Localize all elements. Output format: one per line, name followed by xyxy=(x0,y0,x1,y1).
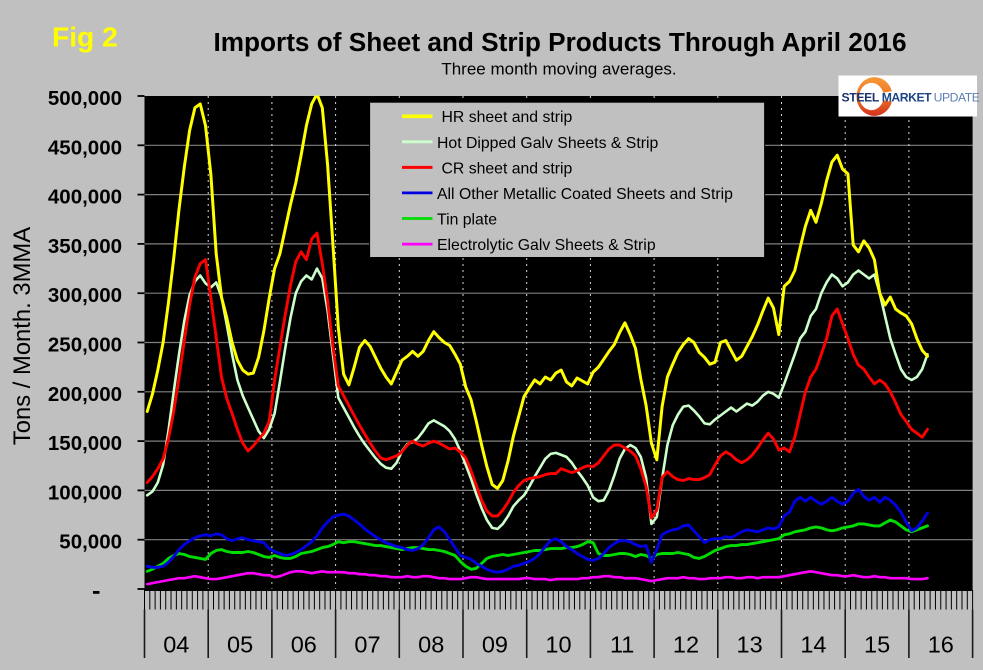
svg-text:Hot Dipped Galv Sheets & Strip: Hot Dipped Galv Sheets & Strip xyxy=(437,135,658,152)
svg-text:09: 09 xyxy=(482,632,508,658)
svg-text:05: 05 xyxy=(227,632,253,658)
svg-text:CR sheet and strip: CR sheet and strip xyxy=(442,160,573,177)
svg-text:300,000: 300,000 xyxy=(48,284,122,307)
svg-text:Three month moving averages.: Three month moving averages. xyxy=(441,60,676,79)
svg-text:50,000: 50,000 xyxy=(59,531,122,554)
svg-text:15: 15 xyxy=(864,632,890,658)
svg-text:07: 07 xyxy=(354,632,380,658)
svg-text:400,000: 400,000 xyxy=(48,186,122,209)
svg-text:All Other Metallic Coated Shee: All Other Metallic Coated Sheets and Str… xyxy=(437,186,733,203)
svg-text:14: 14 xyxy=(800,632,826,658)
svg-text:HR sheet and strip: HR sheet and strip xyxy=(442,109,573,126)
svg-text:200,000: 200,000 xyxy=(48,383,122,406)
svg-text:Imports of Sheet and Strip Pro: Imports of Sheet and Strip Products Thro… xyxy=(213,27,906,57)
svg-text:13: 13 xyxy=(737,632,763,658)
svg-text:UPDATE: UPDATE xyxy=(934,91,980,105)
svg-text:12: 12 xyxy=(673,632,699,658)
svg-text:STEEL: STEEL xyxy=(842,91,880,105)
svg-text:Fig 2: Fig 2 xyxy=(52,20,118,52)
svg-text:350,000: 350,000 xyxy=(48,235,122,258)
svg-text:Electrolytic Galv Sheets & Str: Electrolytic Galv Sheets & Strip xyxy=(437,237,656,254)
svg-text:11: 11 xyxy=(610,632,634,658)
svg-text:450,000: 450,000 xyxy=(48,136,122,159)
svg-text:16: 16 xyxy=(928,632,954,658)
svg-text:06: 06 xyxy=(291,632,317,658)
svg-text:500,000: 500,000 xyxy=(48,87,122,110)
svg-text:250,000: 250,000 xyxy=(48,334,122,357)
svg-text:Tons / Month. 3MMA: Tons / Month. 3MMA xyxy=(9,227,36,445)
svg-text:MARKET: MARKET xyxy=(882,91,932,105)
svg-text:100,000: 100,000 xyxy=(48,481,122,504)
svg-text:10: 10 xyxy=(545,632,571,658)
svg-text:150,000: 150,000 xyxy=(48,432,122,455)
svg-text:04: 04 xyxy=(163,632,189,658)
svg-text:08: 08 xyxy=(418,632,444,658)
svg-text:Tin plate: Tin plate xyxy=(437,211,497,228)
